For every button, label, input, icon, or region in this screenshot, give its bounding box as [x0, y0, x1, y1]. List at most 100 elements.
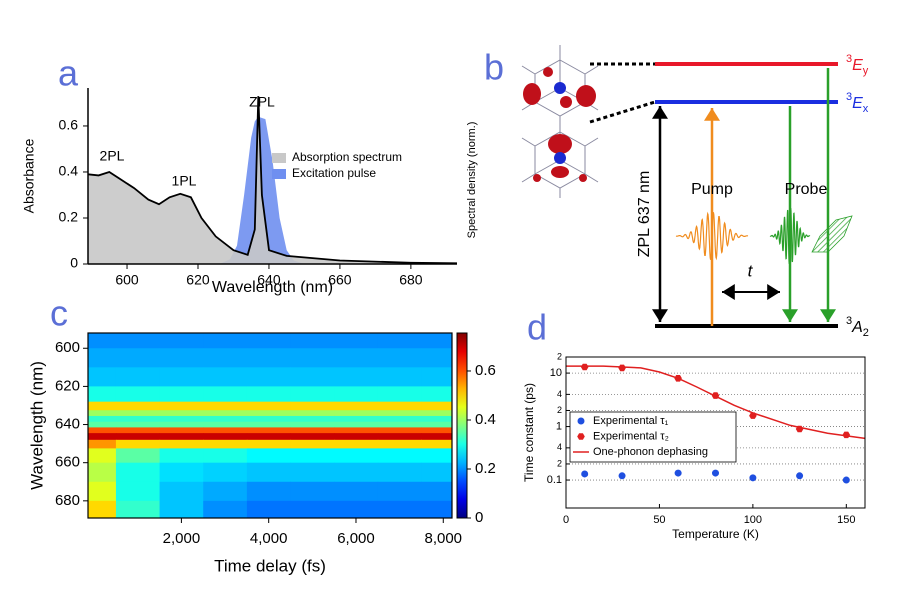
colorbar-tick-label: 0: [475, 509, 483, 526]
heatmap-cell: [334, 481, 379, 502]
dotted-link: [589, 100, 656, 124]
point: [580, 363, 589, 371]
y-tick-label: 2: [557, 351, 562, 361]
heatmap-cell: [115, 410, 161, 417]
wave-packet: [675, 211, 749, 261]
heatmap-cell: [115, 500, 161, 518]
heatmap-cell: [203, 462, 248, 483]
heatmap-cell: [115, 427, 161, 434]
wave-packet-hatched: [811, 215, 853, 253]
annotation: ZPL: [249, 94, 275, 110]
y-tick-label: 0.1: [547, 474, 562, 486]
heatmap-cell: [203, 421, 248, 428]
level-main: E: [852, 95, 863, 112]
heatmap-cell: [421, 439, 452, 449]
heatmap-cell: [159, 410, 204, 417]
y-tick-label: 620: [55, 377, 80, 394]
heatmap-cell: [246, 427, 292, 434]
level-sup: 3: [846, 315, 852, 327]
legend-label: Experimental τ₁: [593, 415, 669, 427]
x-tick-label: 660: [328, 272, 352, 288]
heatmap-cell: [246, 410, 292, 417]
heatmap-cell: [159, 421, 204, 428]
heatmap-cell: [421, 427, 452, 434]
heatmap-cell: [115, 333, 161, 349]
heatmap-cell: [334, 433, 379, 441]
heatmap-cell: [203, 333, 248, 349]
annotation: 2PL: [100, 148, 125, 164]
heatmap-cell: [88, 481, 117, 502]
heatmap-cell: [203, 500, 248, 518]
heatmap-cell: [115, 415, 161, 423]
heatmap-cell: [88, 448, 117, 464]
x-tick-label: 0: [563, 514, 569, 526]
x-axis-label: Time delay (fs): [214, 556, 326, 575]
heatmap-cell: [334, 401, 379, 411]
heatmap-cell: [88, 462, 117, 483]
y-tick-label: 680: [55, 492, 80, 509]
heatmap-cell: [159, 401, 204, 411]
heatmap-cell: [159, 348, 204, 368]
heatmap-cell: [290, 415, 335, 423]
y-tick-label: 2: [557, 458, 562, 468]
heatmap-cell: [334, 427, 379, 434]
panel-label: b: [484, 47, 504, 88]
heatmap-cell: [159, 439, 204, 449]
x-axis-label: Wavelength (nm): [212, 279, 333, 296]
heatmap-cell: [290, 410, 335, 417]
point: [842, 476, 850, 484]
y2-axis-label: Spectral density (norm.): [466, 122, 478, 239]
heatmap-cell: [88, 427, 117, 434]
heatmap-cell: [377, 421, 422, 428]
arrow-head: [782, 309, 798, 322]
heatmap-cell: [377, 462, 422, 483]
heatmap-cell: [334, 448, 379, 464]
heatmap-cell: [377, 481, 422, 502]
heatmap-cell: [159, 386, 204, 403]
heatmap-cell: [246, 401, 292, 411]
y-axis-label: Time constant (ps): [522, 383, 536, 482]
heatmap-cell: [203, 348, 248, 368]
panel-label: a: [58, 53, 79, 94]
heatmap-cell: [115, 439, 161, 449]
heatmap-cell: [159, 367, 204, 387]
heatmap-cell: [159, 448, 204, 464]
heatmap-cell: [421, 421, 452, 428]
area: [88, 96, 457, 264]
heatmap-cell: [290, 367, 335, 387]
level-label: 3Ex: [846, 91, 869, 115]
point: [712, 469, 719, 477]
heatmap-cell: [334, 462, 379, 483]
legend-label: Experimental τ₂: [593, 430, 669, 442]
heatmap-cell: [334, 386, 379, 403]
heatmap-cell: [421, 415, 452, 423]
heatmap-cell: [246, 500, 292, 518]
heatmap-cell: [115, 462, 161, 483]
heatmap-cell: [115, 401, 161, 411]
arrow-head: [704, 108, 720, 121]
heatmap-cell: [246, 421, 292, 428]
level-main: A: [851, 319, 863, 336]
heatmap-cell: [159, 427, 204, 434]
probe-label: Probe: [785, 181, 828, 198]
heatmap: [88, 333, 452, 518]
heatmap-cell: [377, 348, 422, 368]
y-axis-label: Wavelength (nm): [27, 361, 46, 490]
x-tick-label: 4,000: [250, 530, 288, 547]
heatmap-cell: [88, 421, 117, 428]
heatmap-cell: [377, 448, 422, 464]
x-tick-label: 50: [653, 514, 665, 526]
heatmap-cell: [203, 448, 248, 464]
y-tick-label: 4: [557, 442, 562, 452]
heatmap-cell: [246, 448, 292, 464]
colorbar-tick-label: 0.4: [475, 411, 496, 428]
delay-label: t: [748, 261, 754, 280]
heatmap-cell: [159, 462, 204, 483]
heatmap-cell: [377, 439, 422, 449]
heatmap-cell: [159, 333, 204, 349]
molecule-ex: [521, 122, 599, 198]
point: [796, 472, 804, 480]
x-tick-label: 6,000: [337, 530, 375, 547]
legend-swatch: [272, 169, 286, 179]
heatmap-cell: [421, 433, 452, 441]
